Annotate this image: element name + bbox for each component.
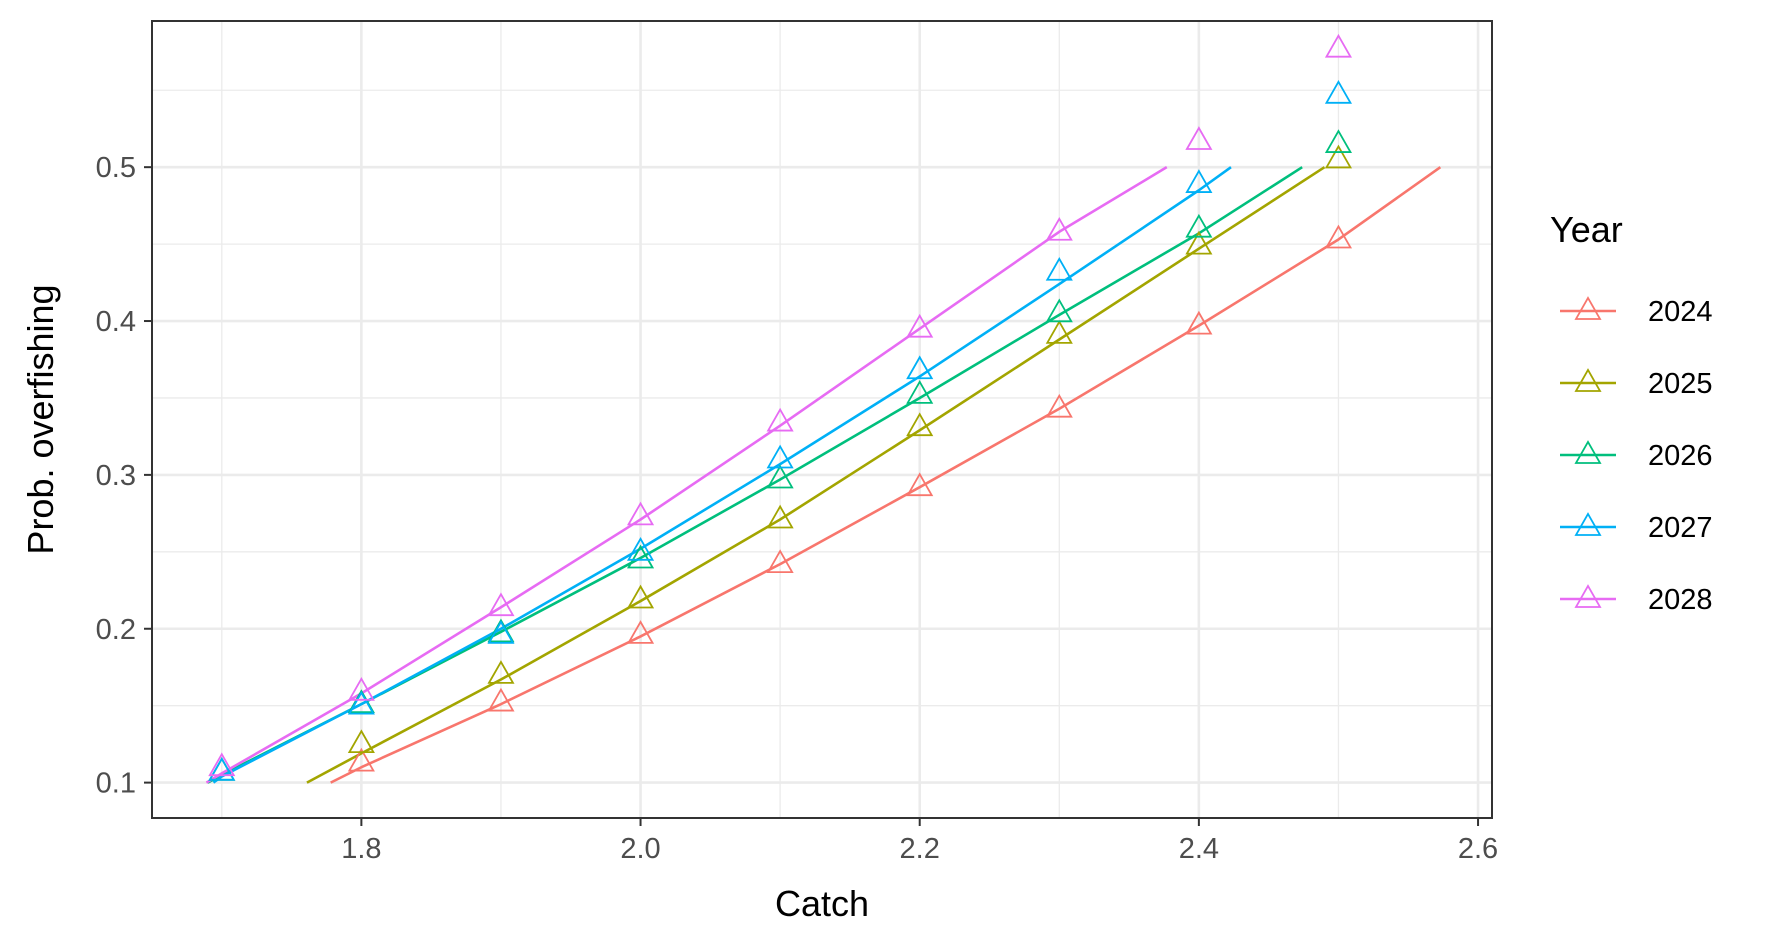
y-tick-label: 0.1 [96,768,136,800]
legend-label: 2026 [1648,440,1713,472]
plot-panel-border [151,20,1493,819]
data-point-2026 [906,380,934,404]
data-point-2024 [766,549,794,574]
y-tick-label: 0.2 [96,614,136,646]
legend-key-marker [1574,368,1602,392]
data-point-2027 [347,690,375,715]
data-point-2025 [1185,230,1213,255]
series-points [208,33,1353,781]
x-tick-label: 2.4 [1179,833,1219,865]
data-point-2026 [1045,298,1073,323]
data-point-2027 [487,620,515,644]
axis-ticks [144,166,1480,826]
data-point-2024 [626,620,655,644]
x-tick-label: 1.8 [341,833,381,865]
legend-items: 2024 2025 2026 2027 2028 [1560,296,1713,616]
y-axis-title: Prob. overfishing [20,284,61,554]
x-tick-label: 2.6 [1458,833,1498,865]
legend-label: 2027 [1648,512,1713,544]
legend-item-2024: 2024 [1560,296,1713,328]
data-point-2024 [906,472,934,497]
data-point-2027 [1045,256,1073,281]
minor-gridlines [152,21,1492,818]
legend-item-2025: 2025 [1560,368,1713,400]
series-line-2027 [212,166,1232,784]
data-point-2026 [626,544,655,569]
data-point-2027 [1324,80,1353,104]
data-point-2025 [1324,144,1353,169]
data-point-2028 [347,676,375,701]
series-line-2028 [205,166,1168,784]
legend-item-2026: 2026 [1560,440,1713,472]
data-point-2026 [1324,129,1353,153]
data-point-2027 [906,355,934,380]
major-gridlines [152,21,1492,818]
data-point-2028 [1045,216,1073,241]
data-point-2024 [487,687,515,712]
data-point-2025 [347,729,375,754]
legend-key-marker [1574,296,1602,320]
y-tick-label: 0.5 [96,152,136,184]
legend-label: 2025 [1648,368,1713,400]
data-point-2025 [1045,320,1073,344]
legend-label: 2028 [1648,584,1713,616]
data-point-2024 [1045,393,1073,418]
legend-key-marker [1574,440,1602,464]
data-point-2024 [1324,224,1353,249]
series-line-2024 [330,166,1442,784]
x-axis-tick-labels: 1.8 2.0 2.2 2.4 2.6 [341,833,1498,865]
data-point-2028 [487,592,515,617]
data-point-2026 [766,464,794,489]
data-point-2027 [208,757,236,781]
data-point-2028 [766,407,794,432]
y-axis-tick-labels: 0.1 0.2 0.3 0.4 0.5 [96,152,136,799]
x-axis-title: Catch [775,883,869,924]
data-point-2024 [1185,310,1213,335]
data-point-2027 [626,536,655,561]
data-point-2027 [766,444,794,469]
y-tick-label: 0.4 [96,306,136,338]
legend-key-marker [1574,512,1602,536]
legend-key-marker [1574,584,1602,608]
data-point-2025 [766,504,794,529]
x-tick-label: 2.2 [900,833,940,865]
data-point-2028 [906,313,934,338]
data-point-2028 [208,752,236,777]
series-lines [205,166,1442,784]
x-tick-label: 2.0 [620,833,660,865]
data-point-2028 [1185,126,1213,150]
data-point-2028 [1324,33,1353,58]
data-point-2025 [906,412,934,437]
data-point-2028 [626,501,655,526]
legend-item-2027: 2027 [1560,512,1713,544]
y-tick-label: 0.3 [96,460,136,492]
data-point-2027 [1185,169,1213,193]
data-point-2024 [347,747,375,772]
legend: Year 2024 2025 2026 2027 2028 [1550,209,1713,616]
data-point-2026 [1185,213,1213,238]
data-point-2025 [626,584,655,609]
data-point-2025 [487,660,515,684]
legend-title: Year [1550,209,1623,250]
legend-label: 2024 [1648,296,1713,328]
legend-item-2028: 2028 [1560,584,1713,616]
series-line-2025 [306,166,1326,784]
